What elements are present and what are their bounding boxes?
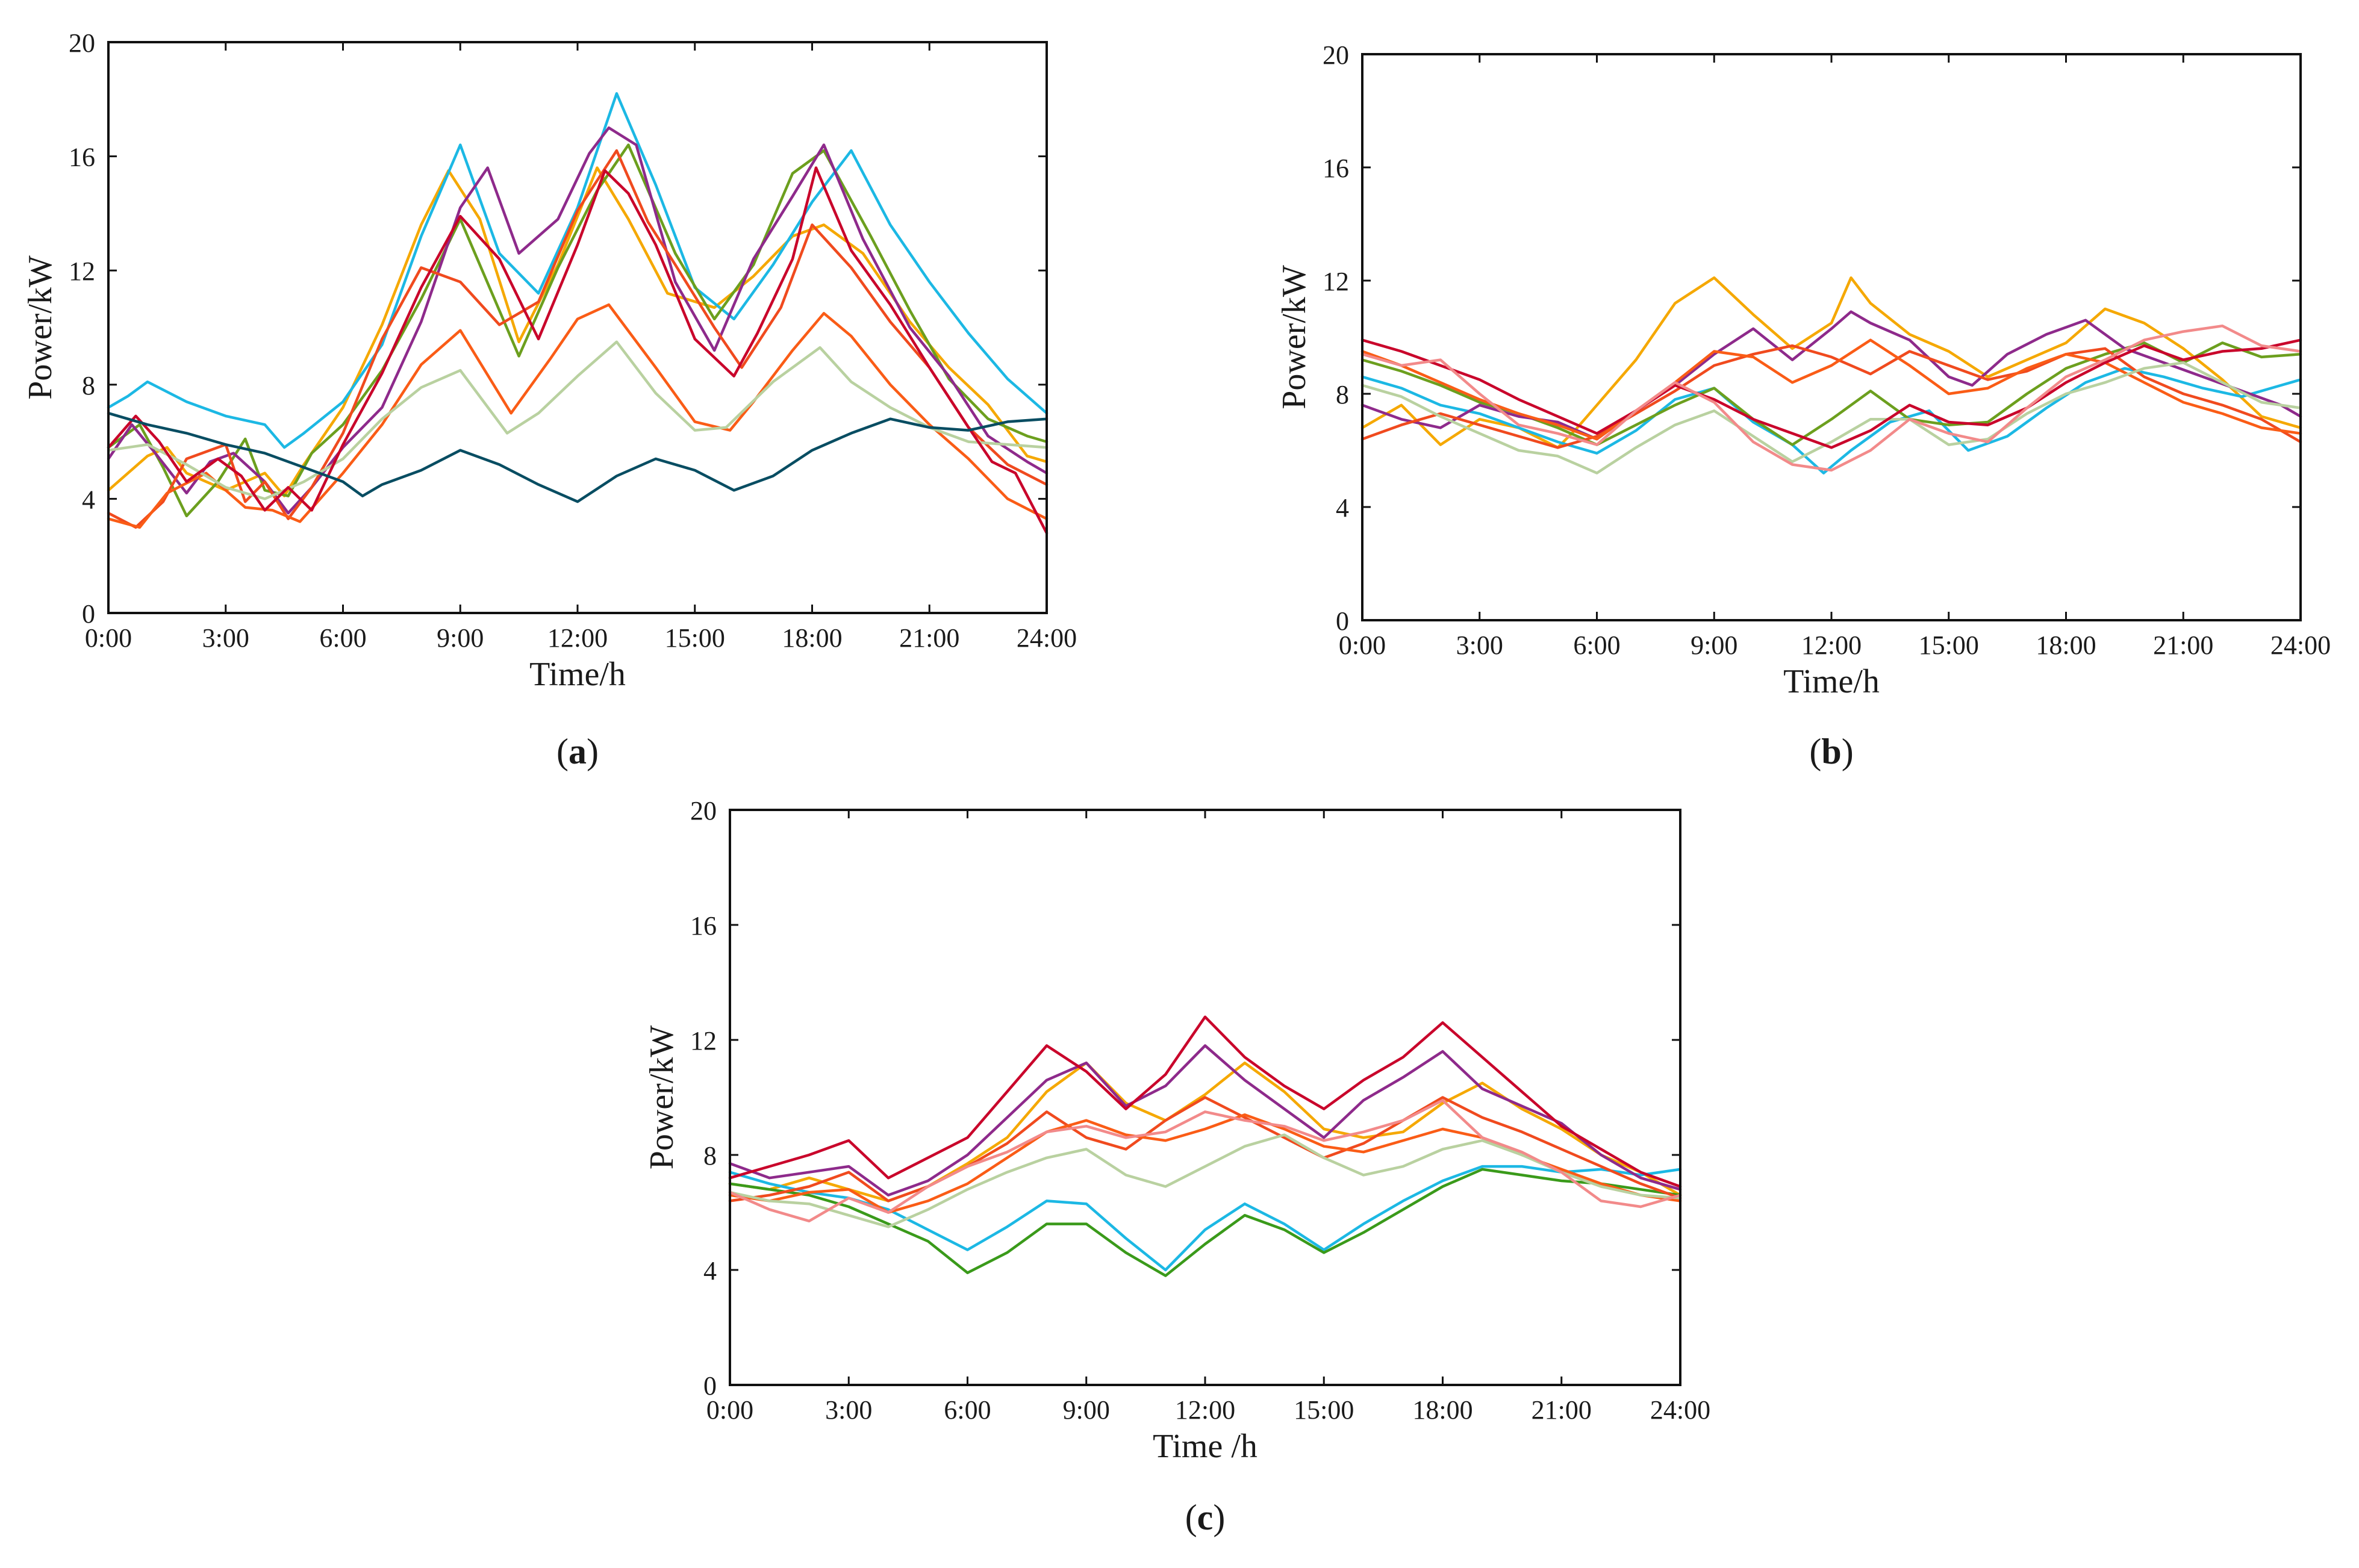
series-line-2	[107, 92, 1049, 449]
series-line-7	[1360, 361, 2302, 474]
panel-caption: (b)	[1809, 732, 1853, 771]
series-line-9	[1360, 324, 2302, 472]
series-line-7	[728, 1133, 1682, 1228]
panel-caption: (a)	[556, 732, 599, 771]
chart-panel-c: 0 4 8 12 16 20 0:00 3:00 6:00 9:00 12:00 15:00 18:00…	[643, 796, 1710, 1537]
y-tick-label: 0	[703, 1371, 717, 1401]
series-line-1	[728, 1061, 1682, 1202]
x-axis-label: Time /h	[1153, 1428, 1257, 1465]
series-line-5	[1360, 344, 2302, 449]
x-tick-label: 15:00	[1294, 1395, 1354, 1425]
x-tick-label: 6:00	[1573, 630, 1620, 660]
chart-panel-a: 0 4 8 12 16 20 0:00 3:00 6:00 9:00 12:00 15:00 18:00…	[22, 28, 1077, 771]
series-line-9	[107, 411, 1049, 503]
series-line-8	[728, 1015, 1682, 1188]
series-line-6	[107, 303, 1049, 529]
series-line-5	[728, 1096, 1682, 1202]
x-tick-label: 24:00	[2270, 630, 2331, 660]
x-axis-label: Time/h	[529, 656, 626, 693]
y-tick-label: 4	[1336, 493, 1349, 523]
x-tick-label: 0:00	[1339, 630, 1386, 660]
x-tick-label: 12:00	[547, 623, 608, 653]
y-tick-label: 8	[82, 371, 95, 400]
series-line-9	[728, 1099, 1682, 1223]
x-tick-label: 9:00	[437, 623, 484, 653]
series-line-8	[107, 166, 1049, 535]
y-tick-label: 16	[69, 143, 95, 172]
x-axis-label: Time/h	[1783, 663, 1880, 700]
chart-panel-b: 0 4 8 12 16 20 0:00 3:00 6:00 9:00 12:00 15:00 18:00…	[1276, 40, 2331, 771]
series-line-7	[107, 340, 1049, 500]
series-line-1	[1360, 276, 2302, 449]
y-tick-label: 20	[69, 28, 95, 58]
y-tick-label: 12	[69, 257, 95, 286]
y-tick-label: 20	[690, 796, 717, 826]
y-tick-label: 8	[1336, 380, 1349, 409]
x-tick-label: 18:00	[2036, 630, 2096, 660]
y-axis-label: Power/kW	[643, 1025, 681, 1170]
x-tick-label: 18:00	[1412, 1395, 1472, 1425]
y-tick-label: 20	[1323, 40, 1349, 70]
x-tick-label: 6:00	[944, 1395, 991, 1425]
y-tick-label: 16	[690, 911, 717, 941]
y-tick-label: 12	[1323, 267, 1349, 296]
y-tick-label: 12	[690, 1026, 717, 1056]
x-tick-label: 21:00	[2153, 630, 2213, 660]
x-tick-label: 3:00	[202, 623, 249, 653]
series-line-3	[728, 1168, 1682, 1277]
x-tick-label: 24:00	[1650, 1395, 1710, 1425]
x-tick-label: 6:00	[319, 623, 366, 653]
x-tick-label: 0:00	[85, 623, 132, 653]
x-tick-label: 9:00	[1063, 1395, 1110, 1425]
y-tick-label: 8	[703, 1141, 717, 1171]
x-tick-label: 18:00	[782, 623, 842, 653]
x-tick-label: 15:00	[665, 623, 725, 653]
y-axis-label: Power/kW	[1276, 265, 1313, 409]
series-line-8	[1360, 338, 2302, 449]
series-line-2	[728, 1165, 1682, 1272]
y-tick-label: 0	[82, 599, 95, 629]
y-tick-label: 16	[1323, 154, 1349, 183]
y-tick-label: 4	[82, 485, 95, 514]
series-line-6	[1360, 338, 2302, 441]
x-tick-label: 0:00	[706, 1395, 753, 1425]
x-tick-label: 12:00	[1801, 630, 1862, 660]
series-line-4	[728, 1044, 1682, 1197]
y-axis-label: Power/kW	[22, 255, 59, 400]
y-tick-label: 4	[703, 1256, 717, 1286]
x-tick-label: 21:00	[1532, 1395, 1592, 1425]
x-tick-label: 15:00	[1919, 630, 1979, 660]
x-tick-label: 24:00	[1017, 623, 1077, 653]
series-line-5	[107, 149, 1049, 529]
x-tick-label: 3:00	[825, 1395, 872, 1425]
x-tick-label: 9:00	[1691, 630, 1737, 660]
y-tick-label: 0	[1336, 606, 1349, 636]
series-line-2	[1360, 367, 2302, 474]
x-tick-label: 12:00	[1175, 1395, 1235, 1425]
x-tick-label: 21:00	[899, 623, 959, 653]
panel-caption: (c)	[1185, 1498, 1226, 1537]
x-tick-label: 3:00	[1456, 630, 1503, 660]
